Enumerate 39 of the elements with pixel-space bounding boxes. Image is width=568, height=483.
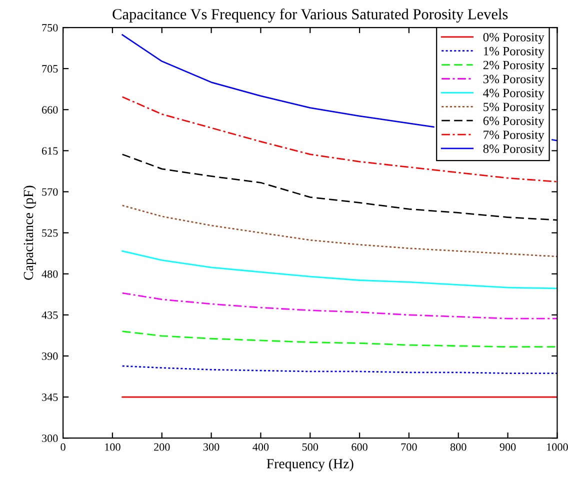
x-tick-label: 300 bbox=[203, 443, 220, 451]
x-tick-label: 100 bbox=[105, 443, 120, 451]
legend-label: 1% Porosity bbox=[484, 46, 544, 58]
line-series bbox=[122, 250, 558, 290]
chart-title: Capacitance Vs Frequency for Various Saturated Porosity Levels bbox=[112, 8, 508, 22]
x-tick-label: 400 bbox=[252, 443, 269, 451]
line-series bbox=[122, 292, 558, 320]
x-tick-label: 1000 bbox=[547, 443, 568, 451]
line-series bbox=[122, 330, 558, 348]
legend-label: 0% Porosity bbox=[483, 32, 544, 44]
line-series bbox=[122, 204, 558, 258]
line-series bbox=[122, 365, 558, 374]
legend-label: 2% Porosity bbox=[483, 60, 544, 72]
x-tick-label: 200 bbox=[154, 443, 170, 451]
y-tick-label: 480 bbox=[42, 270, 58, 278]
legend-label: 4% Porosity bbox=[483, 88, 544, 100]
y-tick-label: 390 bbox=[42, 352, 58, 360]
x-axis-title: Frequency (Hz) bbox=[266, 458, 354, 472]
x-tick-label: 800 bbox=[450, 443, 466, 451]
y-tick-label: 435 bbox=[42, 311, 58, 319]
y-tick-label: 615 bbox=[42, 147, 58, 155]
x-tick-label: 700 bbox=[401, 443, 417, 451]
y-tick-label: 750 bbox=[42, 24, 58, 32]
y-axis-title: Capacitance (pF) bbox=[23, 186, 36, 280]
y-tick-label: 525 bbox=[42, 229, 58, 237]
legend-label: 3% Porosity bbox=[483, 74, 544, 86]
y-tick-label: 300 bbox=[42, 434, 58, 442]
y-tick-label: 345 bbox=[42, 394, 58, 401]
legend-label: 7% Porosity bbox=[484, 130, 544, 142]
y-tick-label: 705 bbox=[42, 65, 58, 73]
legend-label: 8% Porosity bbox=[483, 144, 544, 156]
y-tick-label: 660 bbox=[42, 106, 58, 114]
x-tick-label: 600 bbox=[352, 443, 368, 451]
legend-label: 5% Porosity bbox=[484, 102, 544, 114]
x-tick-label: 500 bbox=[302, 443, 318, 451]
x-tick-label: 0 bbox=[60, 443, 66, 451]
legend-label: 6% Porosity bbox=[483, 116, 544, 128]
x-tick-label: 900 bbox=[500, 443, 516, 451]
y-tick-label: 570 bbox=[42, 188, 58, 196]
